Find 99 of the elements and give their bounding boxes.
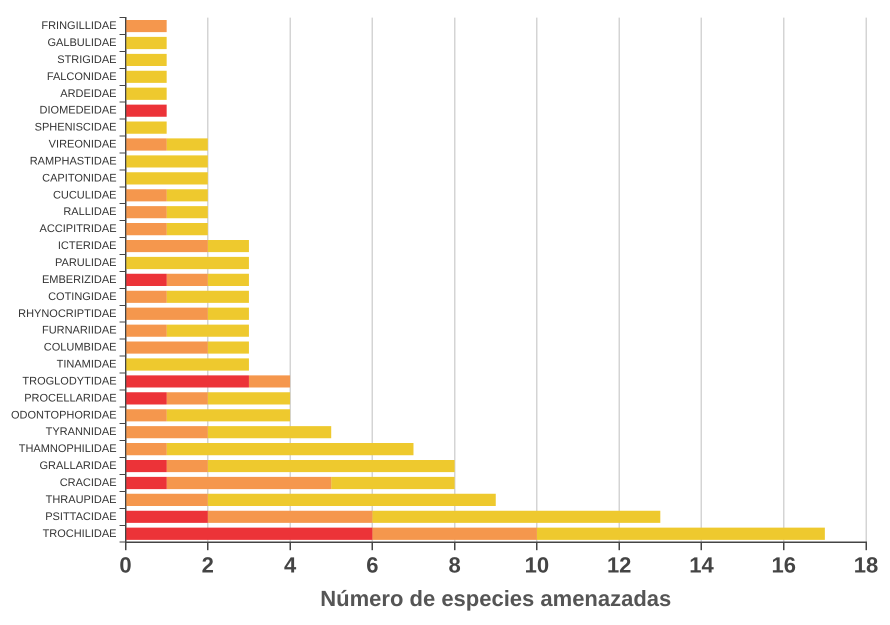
bar <box>126 510 208 523</box>
bar <box>126 70 167 83</box>
y-tick-label: ARDEIDAE <box>60 88 117 100</box>
bar <box>126 36 167 50</box>
y-tick-label: RAMPHASTIDAE <box>30 155 117 168</box>
y-tick-label: STRIGIDAE <box>57 54 117 66</box>
y-tick-label: VIREONIDAE <box>48 138 117 151</box>
y-tick-label: THAMNOPHILIDAE <box>18 443 117 456</box>
x-tick-label: 4 <box>284 552 297 578</box>
y-tick-label: FURNARIIDAE <box>42 324 117 337</box>
y-tick-label: TYRANNIDAE <box>46 426 117 438</box>
bar <box>126 206 167 218</box>
y-tick-label: THRAUPIDAE <box>46 494 117 506</box>
bar <box>208 240 249 252</box>
bar <box>126 494 208 506</box>
x-axis-title: Número de especies amenazadas <box>320 586 672 611</box>
x-tick-label: 16 <box>771 552 796 578</box>
y-tick-label: TROGLODYTIDAE <box>22 375 117 388</box>
bar <box>166 290 249 303</box>
bar <box>126 138 167 151</box>
bar <box>208 392 290 404</box>
y-tick-label: TROCHILIDAE <box>42 528 117 540</box>
bar <box>126 375 249 388</box>
bar <box>166 138 208 151</box>
bar <box>166 206 208 218</box>
x-tick-label: 6 <box>366 552 378 578</box>
bar <box>126 256 249 270</box>
bar <box>208 342 249 354</box>
bar <box>208 510 372 523</box>
bar <box>126 308 208 320</box>
bar <box>208 460 455 472</box>
y-tick-label: EMBERIZIDAE <box>42 274 117 286</box>
bar <box>126 528 372 540</box>
bar <box>166 223 208 236</box>
bar <box>126 290 167 303</box>
bar <box>208 308 249 320</box>
bar <box>166 476 332 490</box>
bar <box>208 274 249 286</box>
y-tick-label: PSITTACIDAE <box>45 510 117 523</box>
bar <box>372 510 660 523</box>
bar <box>126 172 208 184</box>
bar <box>126 324 167 337</box>
y-tick-label: CRACIDAE <box>60 477 117 489</box>
y-tick-label: TINAMIDAE <box>56 358 117 371</box>
bar <box>536 528 825 540</box>
bar <box>126 122 167 134</box>
y-tick-label: GALBULIDAE <box>47 37 117 50</box>
bar <box>166 189 208 202</box>
bar <box>126 443 167 456</box>
x-tick-label: 8 <box>448 552 461 578</box>
bar <box>126 20 167 32</box>
x-tick-label: 2 <box>202 552 214 578</box>
bar <box>126 104 167 117</box>
x-tick-label: 14 <box>689 552 714 578</box>
bar <box>126 342 208 354</box>
y-tick-label: ODONTOPHORIDAE <box>11 409 117 422</box>
y-tick-label: FRINGILLIDAE <box>41 20 117 32</box>
bar <box>126 155 208 168</box>
bar <box>126 54 167 66</box>
y-tick-label: RALLIDAE <box>63 206 117 218</box>
y-tick-label: DIOMEDEIDAE <box>40 104 117 117</box>
y-tick-label: PARULIDAE <box>54 257 117 270</box>
bar <box>166 409 290 422</box>
y-tick-label: PROCELLARIDAE <box>24 392 117 404</box>
bar <box>331 476 455 490</box>
bar <box>166 274 208 286</box>
x-tick-label: 0 <box>119 552 132 578</box>
bar <box>126 358 249 371</box>
bar <box>166 460 208 472</box>
y-tick-label: SPHENISCIDAE <box>34 122 117 134</box>
bar <box>166 443 414 456</box>
x-tick-label: 10 <box>524 552 550 578</box>
bar <box>126 88 167 100</box>
bar <box>208 426 332 438</box>
bar <box>126 223 167 236</box>
bar <box>126 426 208 438</box>
bar <box>126 189 167 202</box>
bar <box>126 409 167 422</box>
y-tick-label: RHYNOCRIPTIDAE <box>18 308 117 320</box>
bar <box>126 274 167 286</box>
bar <box>126 392 167 404</box>
y-tick-label: ACCIPITRIDAE <box>40 223 117 236</box>
y-tick-label: CUCULIDAE <box>52 189 117 202</box>
y-tick-label: COLUMBIDAE <box>44 342 117 354</box>
x-tick-label: 12 <box>606 552 632 578</box>
y-tick-label: CAPITONIDAE <box>42 172 117 184</box>
y-tick-label: COTINGIDAE <box>48 290 117 303</box>
y-tick-label: GRALLARIDAE <box>40 460 117 472</box>
y-tick-label: ICTERIDAE <box>58 240 117 252</box>
y-tick-label: FALCONIDAE <box>46 70 117 83</box>
bar <box>126 476 167 490</box>
bar <box>208 494 496 506</box>
bar <box>372 528 537 540</box>
bar <box>126 240 208 252</box>
bar <box>166 392 208 404</box>
bar <box>166 324 249 337</box>
x-tick-label: 18 <box>854 552 878 578</box>
bar <box>126 460 167 472</box>
bar <box>248 375 290 388</box>
